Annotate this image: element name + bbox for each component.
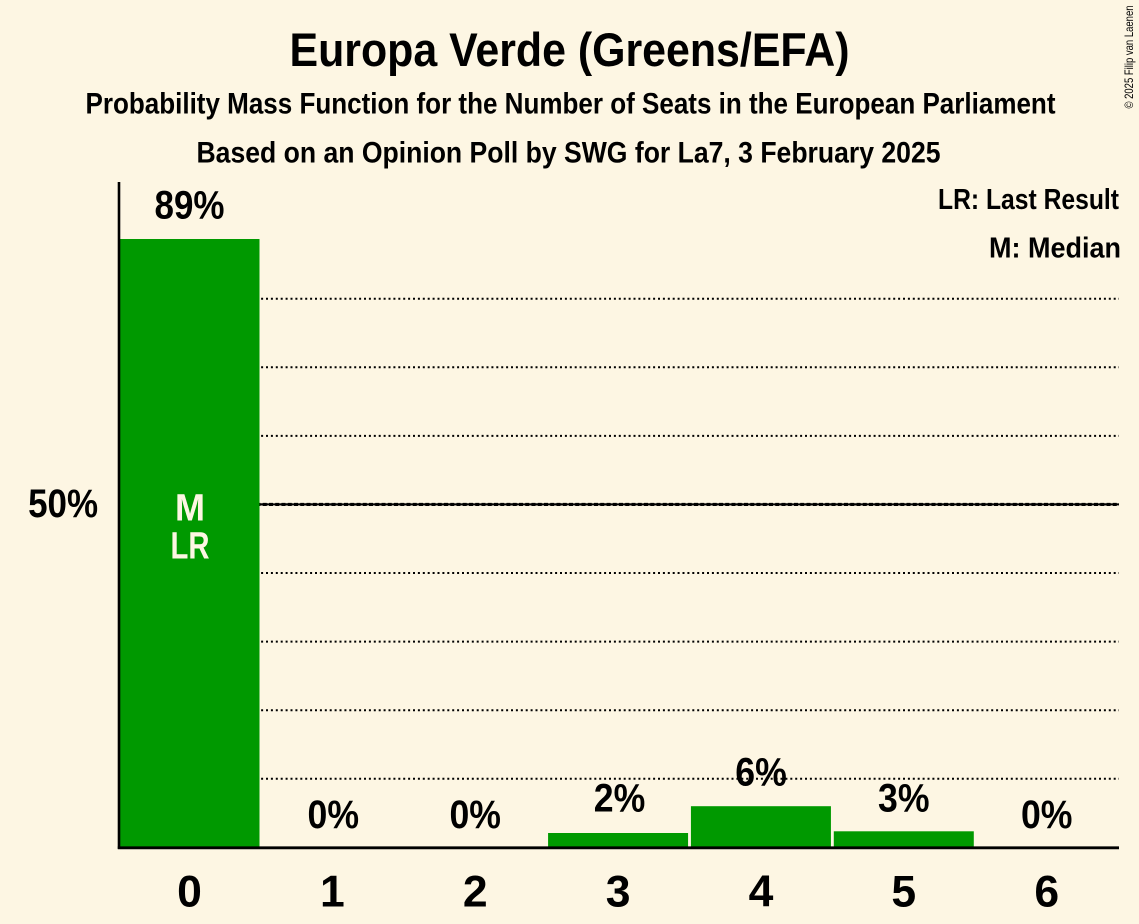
svg-text:0%: 0% — [449, 792, 501, 837]
svg-text:0%: 0% — [308, 792, 360, 837]
svg-text:1: 1 — [320, 868, 345, 917]
svg-text:Based on an Opinion Poll by SW: Based on an Opinion Poll by SWG for La7,… — [197, 137, 941, 170]
svg-text:2%: 2% — [594, 776, 646, 821]
svg-text:89%: 89% — [155, 183, 225, 228]
svg-text:© 2025 Filip van Laenen: © 2025 Filip van Laenen — [1123, 6, 1136, 109]
svg-text:4: 4 — [749, 868, 774, 917]
svg-text:6: 6 — [1034, 868, 1059, 917]
svg-text:0%: 0% — [1021, 792, 1073, 837]
svg-text:Probability Mass Function for: Probability Mass Function for the Number… — [86, 88, 1056, 121]
svg-text:3: 3 — [606, 868, 631, 917]
svg-text:50%: 50% — [28, 481, 98, 526]
svg-text:2: 2 — [463, 868, 488, 917]
svg-text:3%: 3% — [878, 776, 930, 821]
svg-text:LR: LR — [171, 526, 210, 568]
svg-text:0: 0 — [177, 868, 202, 917]
svg-text:M: Median: M: Median — [989, 232, 1121, 264]
svg-text:5: 5 — [891, 868, 916, 917]
svg-text:LR: Last Result: LR: Last Result — [938, 184, 1119, 216]
svg-text:6%: 6% — [735, 749, 787, 794]
svg-text:M: M — [175, 488, 205, 530]
svg-text:Europa Verde (Greens/EFA): Europa Verde (Greens/EFA) — [290, 24, 850, 77]
